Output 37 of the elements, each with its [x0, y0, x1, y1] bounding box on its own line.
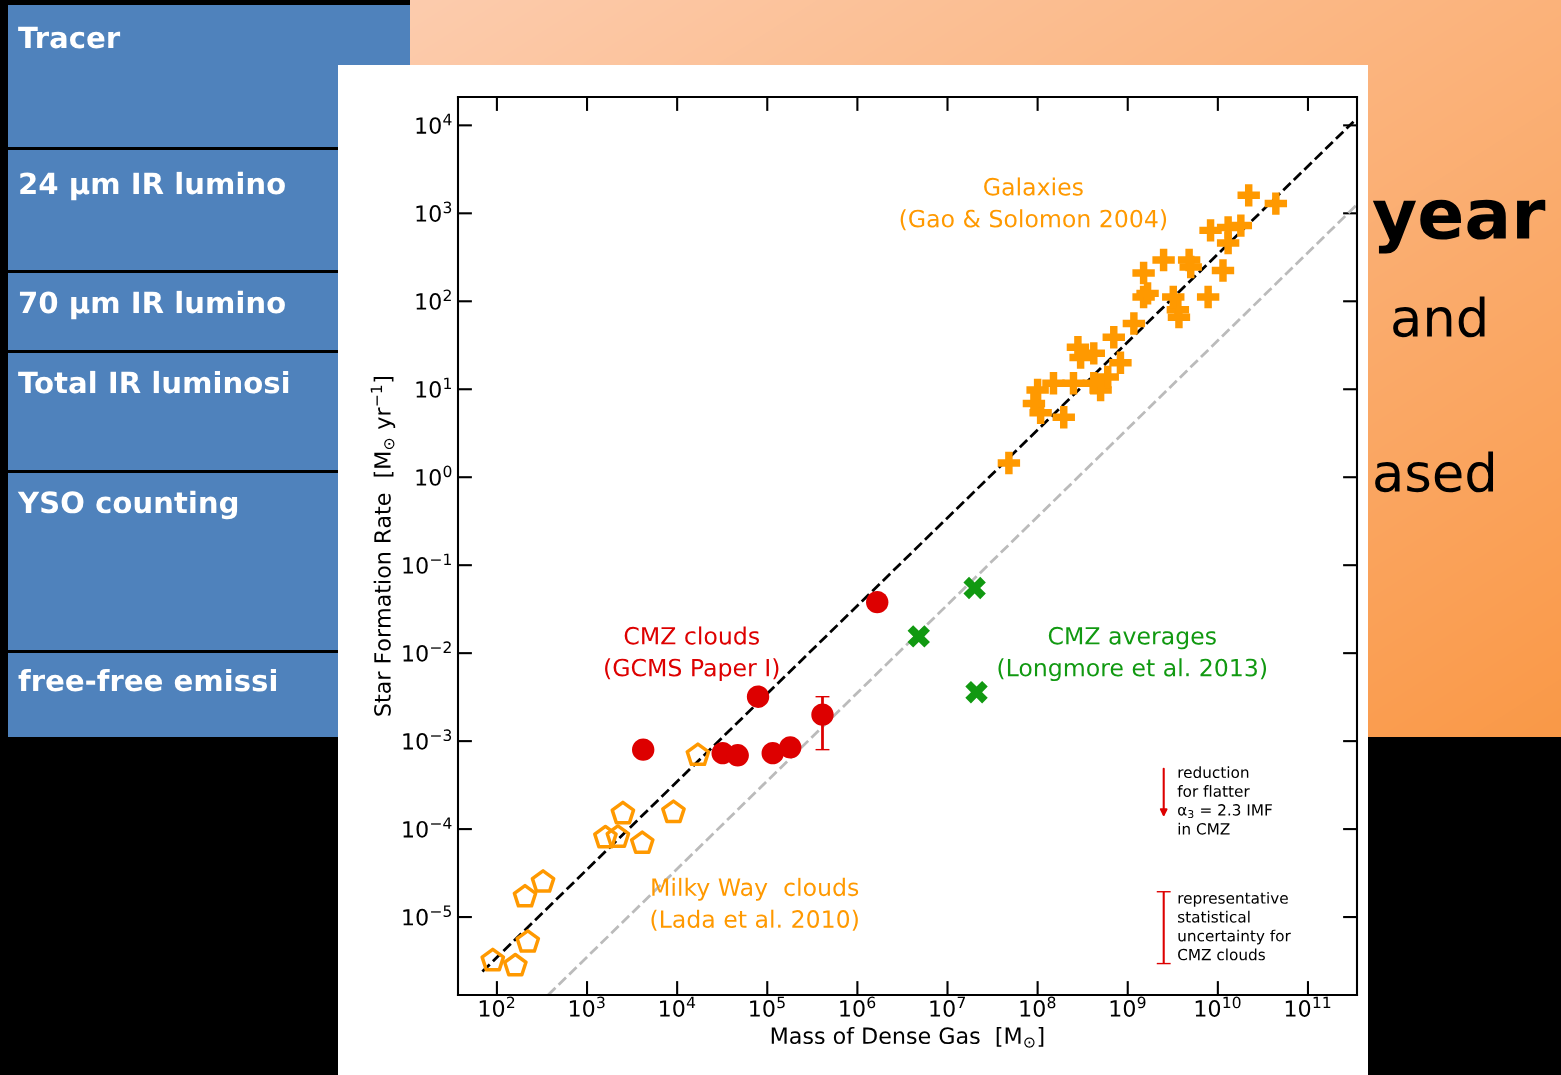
y-tick-label: 10$^{2}$ [416, 289, 451, 310]
text: year [1372, 199, 1546, 254]
y-tick-label: 10$^{0}$ [416, 465, 452, 486]
x-tick-label: 10$^{2}$ [479, 996, 515, 1017]
y-tick-label: 10$^{4}$ [416, 113, 452, 134]
y-tick-label: 10$^{−2}$ [403, 641, 451, 662]
x-tick-label: 10$^{11}$ [1285, 996, 1331, 1017]
y-tick-label: 10$^{−1}$ [403, 553, 451, 574]
text: and [1393, 296, 1485, 338]
x-tick-label: 10$^{6}$ [840, 996, 876, 1017]
x-tick-label: 10$^{8}$ [1020, 996, 1056, 1017]
x-tick-label: 10$^{5}$ [750, 996, 785, 1017]
series-label: CMZ clouds (GCMS Paper I) [605, 626, 779, 682]
annotation: reduction for flatter α$_{3}$ = 2.3 IMF in CMZ [1177, 766, 1272, 835]
series-label: Milky Way clouds (Lada et al. 2010) [651, 877, 859, 931]
y-tick-label: 10$^{−3}$ [403, 729, 452, 750]
text: Total IR luminosi [18, 370, 289, 394]
text: 70 μm IR lumino [19, 290, 285, 320]
y-tick-label: 10$^{−4}$ [403, 817, 452, 838]
y-tick-label: 10$^{1}$ [416, 377, 451, 398]
x-tick-label: 10$^{9}$ [1110, 996, 1146, 1017]
y-tick-label: 10$^{−5}$ [403, 905, 451, 926]
y-axis-title: Star Formation Rate [M$_{⊙}$ yr$^{−1}$] [370, 376, 396, 716]
y-tick-label: 10$^{3}$ [416, 201, 452, 222]
x-tick-label: 10$^{4}$ [660, 996, 696, 1017]
text: 24 μm IR lumino [20, 171, 285, 201]
x-tick-label: 10$^{7}$ [930, 996, 965, 1017]
x-tick-label: 10$^{10}$ [1195, 996, 1241, 1017]
text: ased [1375, 451, 1494, 493]
x-tick-label: 10$^{3}$ [569, 996, 605, 1017]
series-label: CMZ averages (Longmore et al. 2013) [998, 626, 1267, 682]
annotation: representative statistical uncertainty for CMZ clouds [1178, 891, 1291, 961]
text: free-free emissi [18, 668, 276, 692]
text: YSO counting [17, 490, 238, 520]
x-axis-title: Mass of Dense Gas [M$_{⊙}$] [771, 1026, 1044, 1048]
series-label: Galaxies (Gao & Solomon 2004) [900, 177, 1167, 231]
text: Tracer [18, 26, 121, 49]
